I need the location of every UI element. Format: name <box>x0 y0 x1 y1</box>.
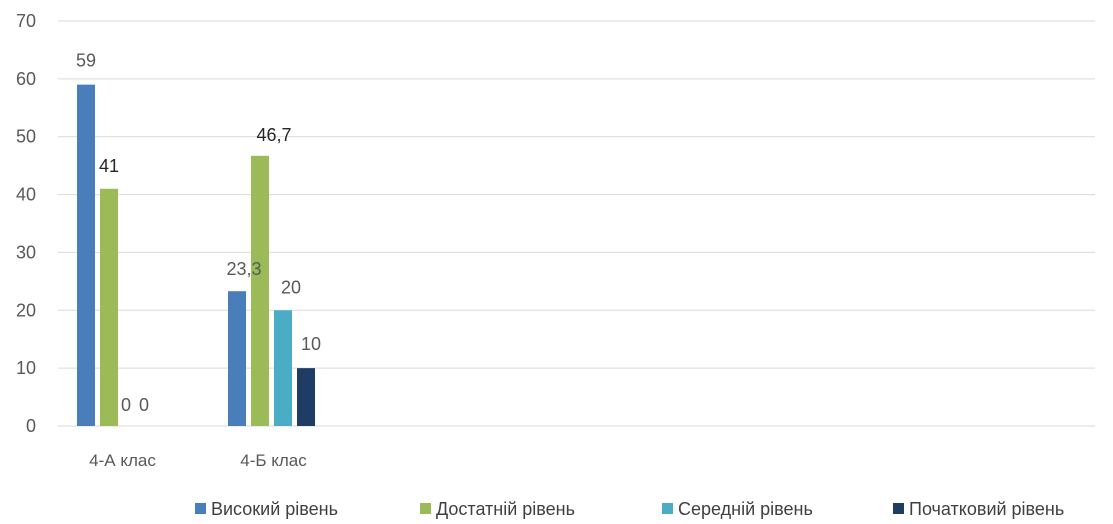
x-category-label: 4-Б клас <box>240 451 307 470</box>
bar <box>228 291 246 426</box>
data-labels: 59 41 0 0 23,3 46,7 20 10 <box>76 51 321 415</box>
legend: Високий рівень Достатній рівень Середній р… <box>195 499 1064 519</box>
legend-swatch <box>662 503 673 514</box>
y-tick-label: 20 <box>16 300 36 320</box>
legend-swatch <box>195 503 206 514</box>
legend-label: Достатній рівень <box>436 499 575 519</box>
data-label: 10 <box>301 334 321 354</box>
legend-swatch <box>420 503 431 514</box>
legend-swatch <box>893 503 904 514</box>
data-label: 0 <box>121 395 131 415</box>
y-axis-ticks: 0 10 20 30 40 50 60 70 <box>16 11 36 436</box>
data-label: 23,3 <box>226 259 261 279</box>
y-tick-label: 50 <box>16 127 36 147</box>
data-label: 20 <box>281 277 301 297</box>
gridlines <box>58 20 1095 427</box>
data-label: 59 <box>76 51 96 71</box>
legend-label: Початковий рівень <box>909 499 1064 519</box>
category-labels: 4-А клас 4-Б клас <box>89 451 307 470</box>
bar <box>100 188 118 426</box>
y-tick-label: 40 <box>16 185 36 205</box>
y-tick-label: 60 <box>16 69 36 89</box>
bar <box>274 310 292 426</box>
bars <box>77 84 315 427</box>
y-tick-label: 0 <box>26 416 36 436</box>
data-label: 41 <box>99 156 119 176</box>
y-tick-label: 70 <box>16 11 36 31</box>
data-label: 46,7 <box>256 125 291 145</box>
legend-label: Середній рівень <box>678 499 813 519</box>
legend-label: Високий рівень <box>211 499 338 519</box>
y-tick-label: 10 <box>16 358 36 378</box>
bar <box>251 155 269 427</box>
bar <box>297 368 315 426</box>
y-tick-label: 30 <box>16 242 36 262</box>
x-category-label: 4-А клас <box>89 451 156 470</box>
data-label: 0 <box>139 395 149 415</box>
bar <box>77 84 95 427</box>
